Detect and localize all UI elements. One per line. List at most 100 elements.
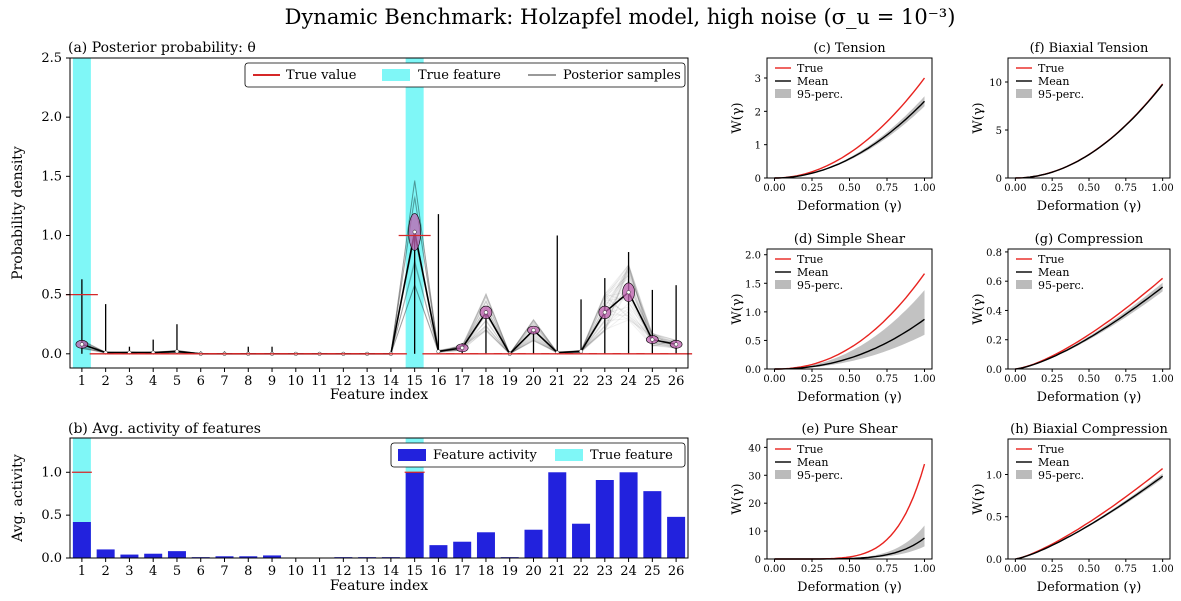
- panel-frame: [1007, 57, 1171, 179]
- percentile-band: [774, 525, 925, 559]
- posterior-sample-line: [81, 195, 677, 355]
- x-tick-label: 5: [173, 564, 181, 579]
- panel-c: 0.00 0.25 0.50 0.75 1.00 0 1 2 3 (c) Tension Defor…: [730, 41, 936, 214]
- posterior-median-point: [436, 349, 441, 354]
- posterior-median-point: [626, 290, 631, 295]
- y-tick-label: 0.0: [41, 347, 62, 362]
- x-tick-label: 0.75: [876, 183, 898, 194]
- legend-label: Mean: [797, 456, 828, 469]
- panel-xlabel: Deformation (γ): [1037, 580, 1142, 595]
- panel-xlabel: Deformation (γ): [797, 580, 902, 595]
- y-tick-label: 2.0: [41, 110, 62, 125]
- x-tick-label: 8: [244, 374, 252, 389]
- x-tick-label: 1.00: [913, 374, 935, 385]
- panel-ylabel: W(γ): [730, 102, 745, 133]
- y-tick-label: 20: [748, 499, 761, 510]
- posterior-median-point: [412, 229, 417, 234]
- x-tick-label: 1.00: [1152, 374, 1174, 385]
- legend-label: True: [797, 62, 823, 75]
- x-tick-label: 18: [478, 374, 495, 389]
- mean-curve: [774, 318, 925, 370]
- legend-label: True feature: [418, 68, 501, 83]
- x-tick-label: 11: [311, 564, 328, 579]
- x-tick-label: 1: [78, 374, 86, 389]
- mean-curve: [1015, 83, 1164, 179]
- legend-label: True: [1038, 62, 1064, 75]
- legend-swatch: [398, 449, 426, 461]
- activity-bar: [643, 491, 662, 558]
- x-tick-label: 16: [430, 374, 447, 389]
- legend-label: True: [1038, 443, 1064, 456]
- x-tick-label: 25: [644, 374, 661, 389]
- posterior-sample-line: [81, 181, 677, 355]
- panel-b-title: (b) Avg. activity of features: [68, 421, 261, 437]
- y-tick-label: 0.4: [986, 306, 1002, 317]
- x-tick-label: 26: [668, 374, 685, 389]
- x-tick-label: 25: [644, 564, 661, 579]
- x-tick-label: 14: [383, 564, 400, 579]
- y-tick-label: 0: [755, 555, 761, 566]
- mean-curve: [774, 100, 926, 179]
- activity-bar: [120, 554, 139, 558]
- y-tick-label: 1: [755, 141, 761, 152]
- x-tick-label: 15: [406, 564, 423, 579]
- x-tick-label: 10: [288, 374, 305, 389]
- x-tick-label: 22: [573, 374, 590, 389]
- y-tick-label: 1.0: [745, 308, 761, 319]
- activity-bar: [263, 555, 282, 558]
- x-tick-label: 1.00: [913, 564, 935, 575]
- legend-swatch: [775, 280, 791, 289]
- activity-bar: [239, 556, 258, 558]
- posterior-sample-line: [81, 180, 677, 355]
- posterior-median-point: [578, 349, 584, 354]
- x-tick-label: 12: [335, 564, 352, 579]
- x-tick-label: 0.00: [1004, 183, 1026, 194]
- x-tick-label: 6: [197, 374, 205, 389]
- posterior-median-point: [79, 342, 84, 347]
- x-tick-label: 9: [268, 564, 276, 579]
- x-tick-label: 7: [220, 374, 228, 389]
- legend-label: 95-perc.: [1038, 279, 1084, 292]
- legend-label: Mean: [1038, 75, 1069, 88]
- legend-label: 95-perc.: [1038, 88, 1084, 101]
- posterior-median-point: [531, 328, 536, 333]
- y-tick-label: 0.0: [41, 551, 62, 566]
- activity-bar: [476, 532, 495, 558]
- activity-bar: [96, 549, 115, 558]
- y-tick-label: 0.5: [986, 513, 1002, 524]
- y-tick-label: 0.5: [41, 508, 62, 523]
- x-tick-label: 0.50: [838, 374, 860, 385]
- y-tick-label: 10: [748, 527, 761, 538]
- x-tick-label: 9: [268, 374, 276, 389]
- y-tick-label: 0.5: [745, 336, 761, 347]
- panel-xlabel: Deformation (γ): [1037, 199, 1142, 214]
- x-tick-label: 0.25: [1041, 374, 1063, 385]
- x-tick-label: 10: [288, 564, 305, 579]
- x-tick-label: 21: [549, 564, 566, 579]
- legend-label: True feature: [590, 448, 673, 463]
- percentile-band: [774, 96, 925, 178]
- x-tick-label: 19: [501, 564, 518, 579]
- x-tick-label: 13: [359, 564, 376, 579]
- x-tick-label: 21: [549, 374, 566, 389]
- posterior-sample-line: [81, 180, 677, 355]
- legend-label: Mean: [797, 75, 828, 88]
- x-tick-label: 1.00: [1152, 564, 1174, 575]
- posterior-median-point: [650, 337, 655, 342]
- y-tick-label: 10: [989, 78, 1002, 89]
- activity-bar: [619, 472, 638, 558]
- legend-label: Mean: [1038, 266, 1069, 279]
- y-tick-label: 0.0: [986, 365, 1002, 376]
- panel-b-legend: Feature activity True feature: [390, 442, 686, 468]
- activity-bar: [429, 545, 448, 558]
- y-tick-label: 2.0: [745, 251, 761, 262]
- y-tick-label: 0.2: [986, 336, 1002, 347]
- x-tick-label: 12: [335, 374, 352, 389]
- y-tick-label: 0.0: [986, 555, 1002, 566]
- y-tick-label: 1.0: [986, 470, 1002, 481]
- x-tick-label: 2: [102, 564, 110, 579]
- posterior-sample-line: [81, 196, 677, 355]
- x-tick-label: 0.00: [763, 183, 785, 194]
- y-tick-label: 2.5: [41, 51, 62, 66]
- activity-bar: [144, 553, 163, 558]
